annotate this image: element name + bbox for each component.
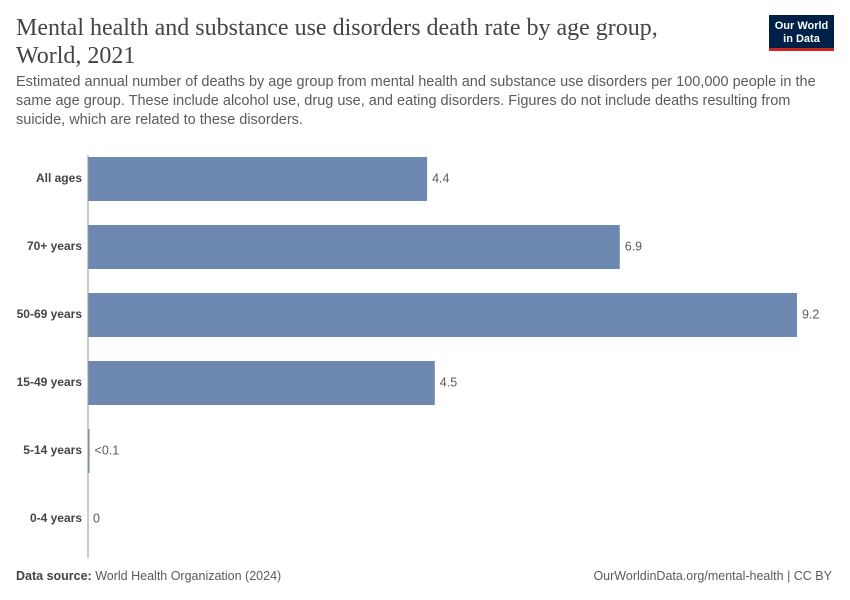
source-label: Data source: — [16, 569, 92, 583]
bar — [88, 225, 620, 269]
value-label: 0 — [93, 511, 100, 525]
value-label: 4.5 — [440, 375, 457, 389]
credit[interactable]: OurWorldinData.org/mental-health | CC BY — [593, 569, 832, 583]
value-label: <0.1 — [95, 443, 120, 457]
source-text: World Health Organization (2024) — [95, 569, 282, 583]
y-tick-label: 0-4 years — [30, 511, 82, 525]
source: Data source: World Health Organization (… — [16, 569, 281, 583]
chart-subtitle: Estimated annual number of deaths by age… — [16, 74, 816, 128]
value-label: 6.9 — [625, 239, 642, 253]
bar — [88, 429, 90, 473]
logo[interactable]: Our World in Data — [769, 15, 834, 51]
y-tick-label: 70+ years — [27, 239, 82, 253]
y-tick-label: 5-14 years — [23, 443, 82, 457]
value-label: 9.2 — [802, 307, 819, 321]
chart-title: Mental health and substance use disorder… — [16, 15, 658, 69]
bar — [88, 361, 435, 405]
y-tick-label: 15-49 years — [17, 375, 83, 389]
bar — [88, 157, 428, 201]
logo-text: Our World — [774, 20, 829, 32]
bar — [88, 293, 797, 337]
y-tick-label: All ages — [36, 171, 82, 185]
y-tick-label: 50-69 years — [17, 307, 83, 321]
value-label: 4.4 — [432, 171, 449, 185]
logo-text: in Data — [783, 33, 820, 45]
